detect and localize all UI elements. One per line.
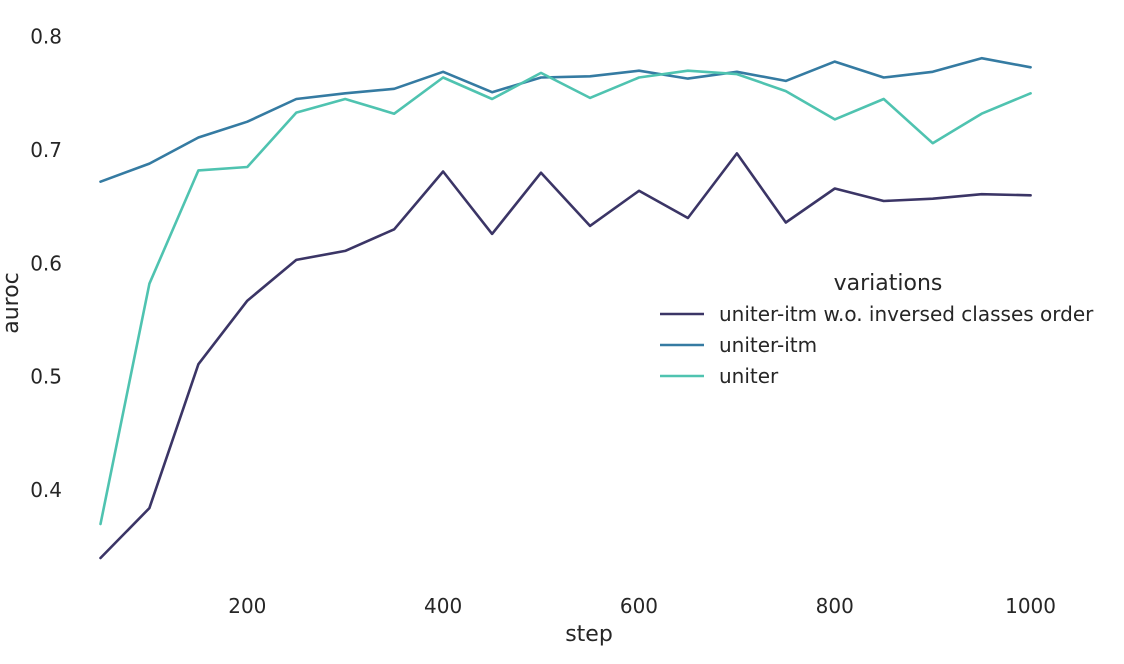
y-tick-label: 0.8: [30, 25, 62, 49]
legend-title: variations: [834, 271, 943, 296]
legend: variations uniter-itm w.o. inversed clas…: [660, 271, 1094, 388]
y-tick-label: 0.4: [30, 478, 62, 502]
x-axis-ticks: 200 400 600 800 1000: [228, 594, 1056, 618]
x-tick-label: 200: [228, 594, 266, 618]
y-axis-ticks: 0.4 0.5 0.6 0.7 0.8: [30, 25, 62, 502]
legend-label-1: uniter-itm: [719, 333, 817, 357]
x-tick-label: 400: [424, 594, 462, 618]
x-tick-label: 1000: [1005, 594, 1056, 618]
legend-label-2: uniter: [719, 364, 779, 388]
series-line-1: [99, 56, 1032, 183]
y-tick-label: 0.7: [30, 138, 62, 162]
y-tick-label: 0.6: [30, 251, 62, 275]
legend-entries: uniter-itm w.o. inversed classes order un…: [660, 302, 1094, 388]
x-axis-label: step: [565, 622, 613, 647]
legend-label-0: uniter-itm w.o. inversed classes order: [719, 302, 1094, 326]
y-tick-label: 0.5: [30, 365, 62, 389]
x-tick-label: 600: [620, 594, 658, 618]
series-lines: [99, 56, 1032, 560]
y-axis-label: auroc: [0, 272, 24, 334]
series-line-0: [99, 152, 1032, 560]
series-line-2: [99, 69, 1032, 526]
x-tick-label: 800: [816, 594, 854, 618]
